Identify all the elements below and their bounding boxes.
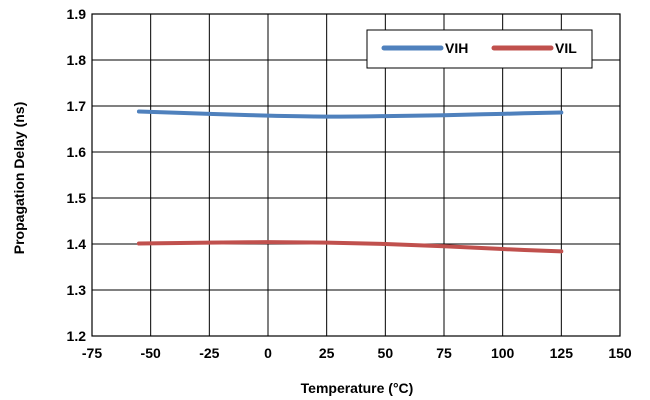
series-line-vil — [136, 240, 564, 254]
y-tick-label: 1.4 — [67, 236, 87, 252]
x-tick-label: 125 — [550, 345, 574, 361]
legend-label-vih: VIH — [445, 40, 468, 56]
x-tick-label: 50 — [378, 345, 394, 361]
x-tick-label: 150 — [608, 345, 632, 361]
legend-label-vil: VIL — [555, 40, 577, 56]
legend: VIH VIL — [366, 29, 593, 69]
y-tick-label: 1.2 — [67, 328, 87, 344]
y-tick-label: 1.5 — [67, 190, 87, 206]
x-tick-label: 0 — [264, 345, 272, 361]
y-tick-label: 1.8 — [67, 52, 87, 68]
x-tick-labels: -75 -50 -25 0 25 50 75 100 125 150 — [82, 345, 632, 361]
y-tick-label: 1.7 — [67, 98, 87, 114]
y-tick-label: 1.6 — [67, 144, 87, 160]
plot-area-frame — [91, 13, 621, 337]
x-tick-label: 25 — [319, 345, 335, 361]
x-tick-label: 75 — [436, 345, 452, 361]
x-tick-label: -25 — [199, 345, 219, 361]
x-tick-label: -75 — [82, 345, 102, 361]
x-tick-label: -50 — [141, 345, 161, 361]
series-lines — [136, 109, 564, 254]
x-tick-label: 100 — [491, 345, 515, 361]
y-tick-labels: 1.2 1.3 1.4 1.5 1.6 1.7 1.8 1.9 — [67, 6, 87, 344]
y-tick-label: 1.9 — [67, 6, 87, 22]
y-tick-label: 1.3 — [67, 282, 87, 298]
x-axis-title: Temperature (°C) — [301, 380, 414, 396]
series-line-vih — [136, 109, 564, 119]
y-axis-title: Propagation Delay (ns) — [11, 102, 27, 254]
